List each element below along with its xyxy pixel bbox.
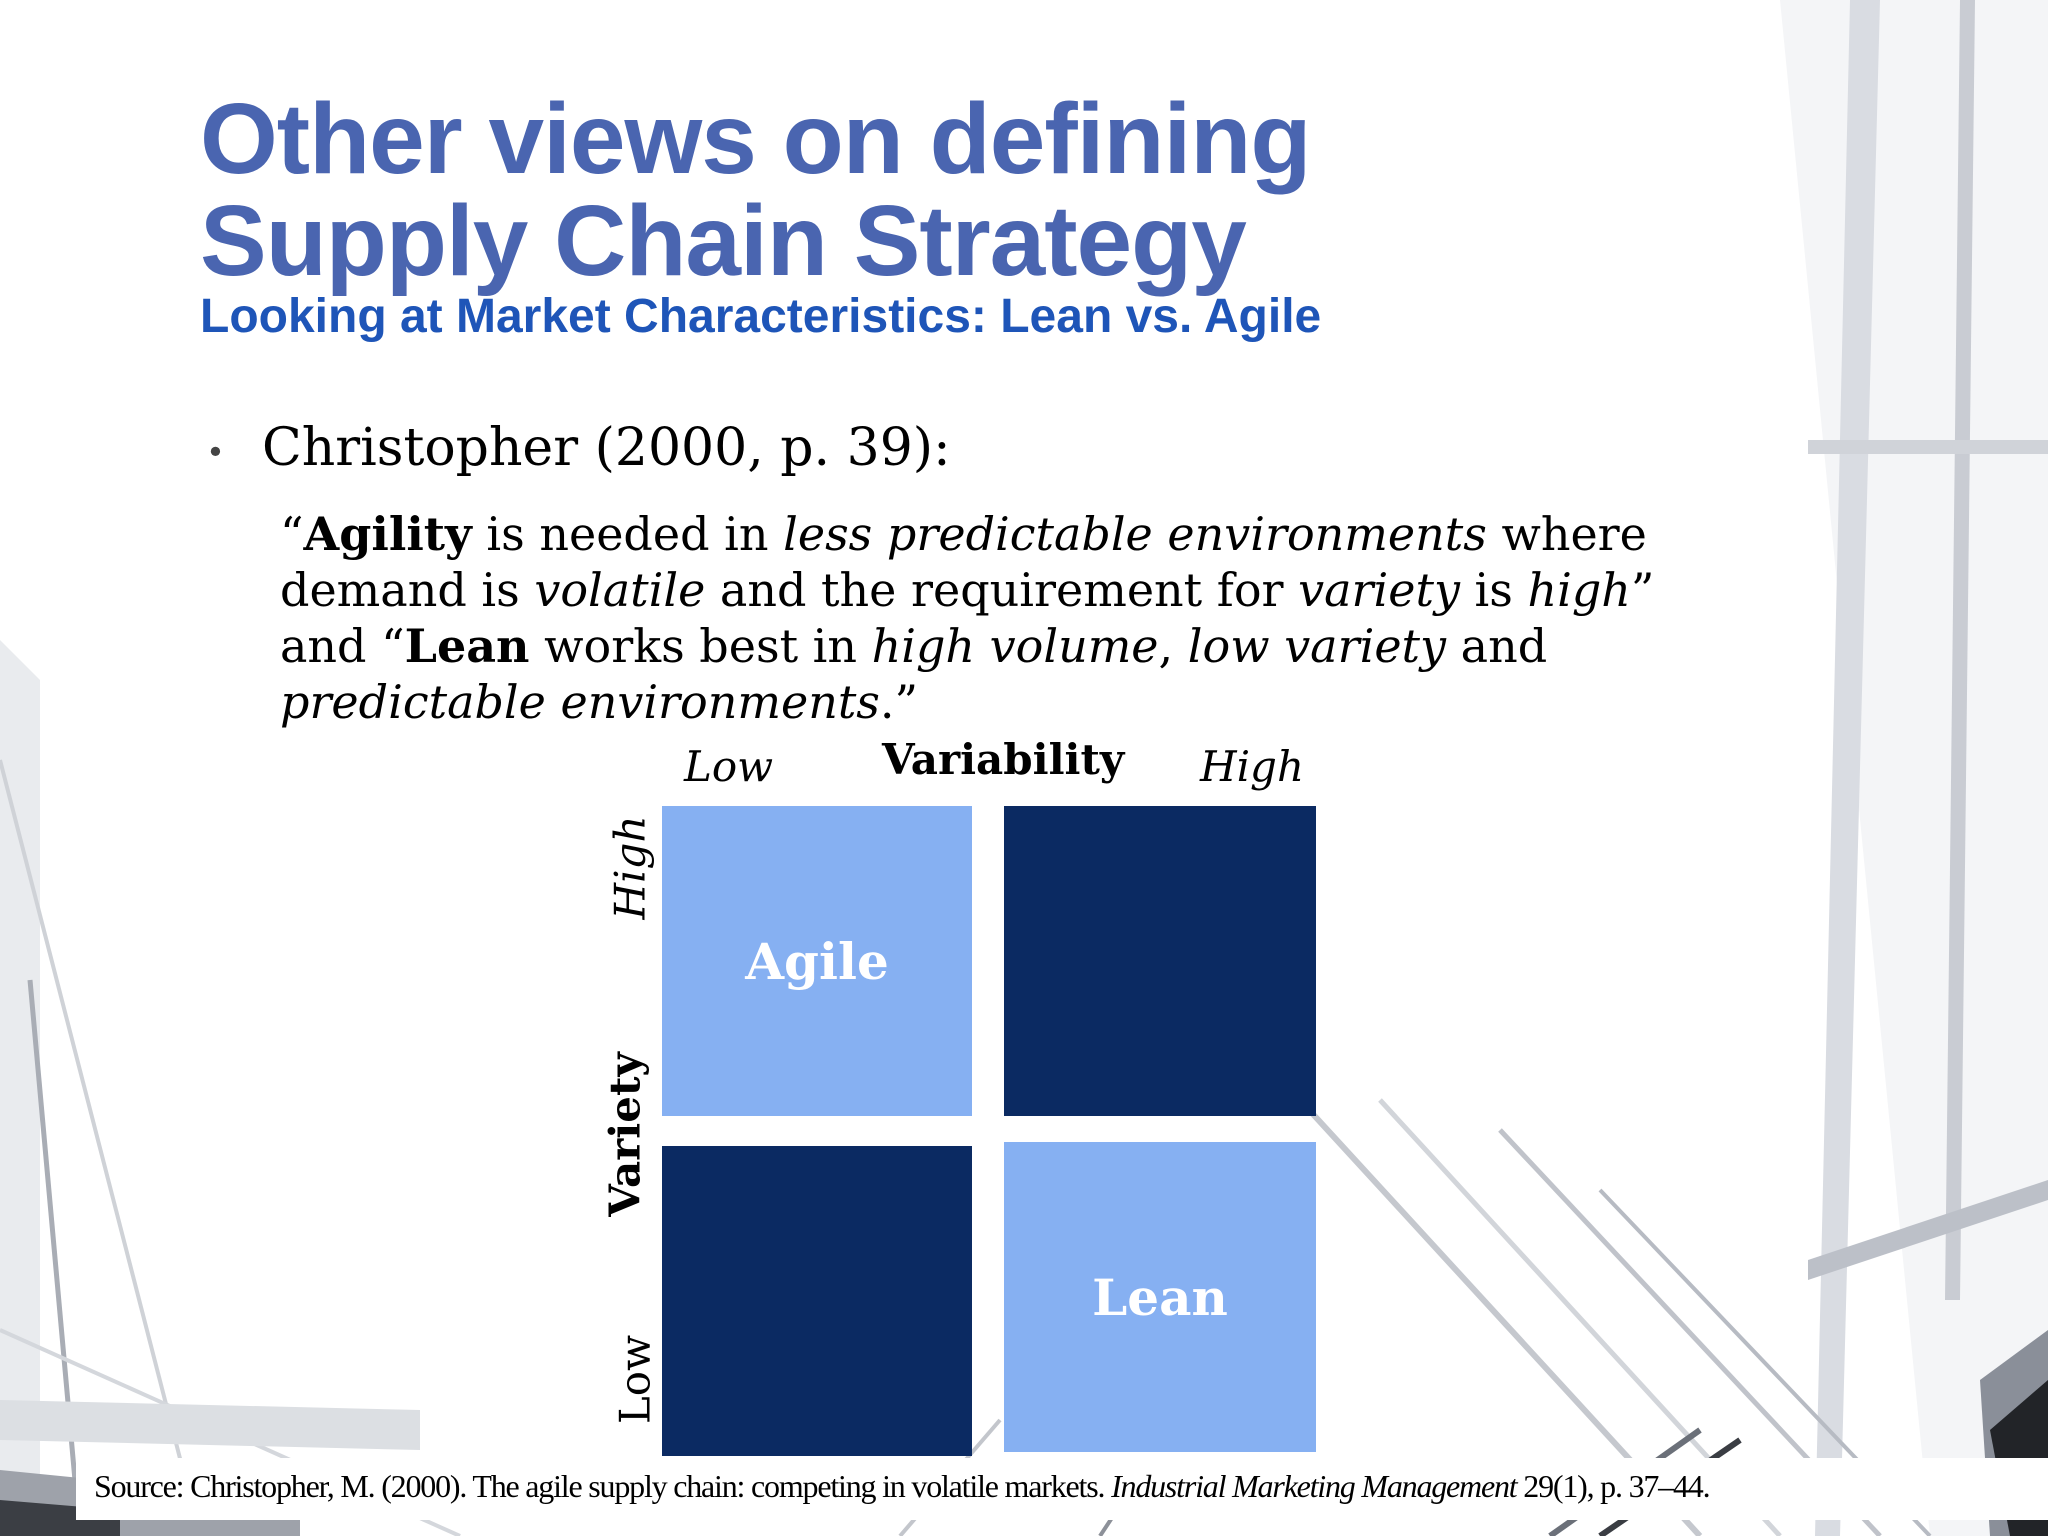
bullet-dot-icon: • <box>206 432 225 471</box>
source-citation: Source: Christopher, M. (2000). The agil… <box>94 1468 1711 1505</box>
quote-line: and “Lean works best in high volume, low… <box>280 618 1630 674</box>
bullet-item: • Christopher (2000, p. 39): <box>206 412 951 488</box>
matrix-cell-bottom-left <box>662 1146 972 1456</box>
y-axis-title: Variety <box>600 1052 650 1217</box>
quote-segment: demand is <box>280 563 535 617</box>
quote-segment: and <box>1446 619 1548 673</box>
quote-segment: .” <box>879 675 919 729</box>
quote-block: “Agility is needed in less predictable e… <box>280 506 1654 730</box>
quote-segment: works best in <box>529 619 872 673</box>
title-line-2: Supply Chain Strategy <box>200 185 1247 297</box>
quote-segment: predictable environments <box>280 675 880 729</box>
bullet-text: Christopher (2000, p. 39): <box>262 418 951 478</box>
quote-segment: variety <box>1298 563 1460 617</box>
quote-line: predictable environments.” <box>280 674 1630 730</box>
quote-line: demand is volatile and the requirement f… <box>280 562 1654 618</box>
source-volume: 29(1), p. 37–44. <box>1516 1468 1710 1504</box>
quote-segment: Agility <box>303 507 472 561</box>
quote-segment: ” <box>1630 563 1655 617</box>
slide-title: Other views on defining Supply Chain Str… <box>200 88 1311 292</box>
quote-segment: high volume <box>871 619 1159 673</box>
x-axis-low-label: Low <box>684 742 774 791</box>
quote-segment: is needed in <box>471 507 784 561</box>
quote-segment: and “ <box>280 619 405 673</box>
y-axis-high-label: High <box>605 815 655 920</box>
y-axis-low-label: Low <box>610 1334 660 1425</box>
matrix-cell-lean: Lean <box>1004 1142 1316 1452</box>
quote-segment: less predictable environments <box>783 507 1487 561</box>
lean-label: Lean <box>1092 1267 1228 1327</box>
source-journal: Industrial Marketing Management <box>1111 1468 1518 1504</box>
source-bar <box>76 1458 2048 1520</box>
x-axis-title: Variability <box>882 735 1125 784</box>
slide-subtitle: Looking at Market Characteristics: Lean … <box>200 290 1322 343</box>
quote-segment: where <box>1486 507 1647 561</box>
quote-line: “Agility is needed in less predictable e… <box>280 506 1647 562</box>
quote-segment: low variety <box>1187 619 1447 673</box>
quote-segment: and the requirement for <box>705 563 1299 617</box>
matrix-cell-top-right <box>1004 806 1316 1116</box>
agile-label: Agile <box>745 931 889 991</box>
quote-segment: Lean <box>404 619 530 673</box>
quote-segment: volatile <box>534 563 706 617</box>
x-axis-high-label: High <box>1200 742 1304 791</box>
source-text: Source: Christopher, M. (2000). The agil… <box>94 1468 1112 1504</box>
quote-segment: “ <box>280 507 304 561</box>
quote-segment: , <box>1158 619 1188 673</box>
quote-segment: is <box>1459 563 1528 617</box>
quote-segment: high <box>1527 563 1631 617</box>
title-line-1: Other views on defining <box>200 83 1311 195</box>
matrix-cell-agile: Agile <box>662 806 972 1116</box>
